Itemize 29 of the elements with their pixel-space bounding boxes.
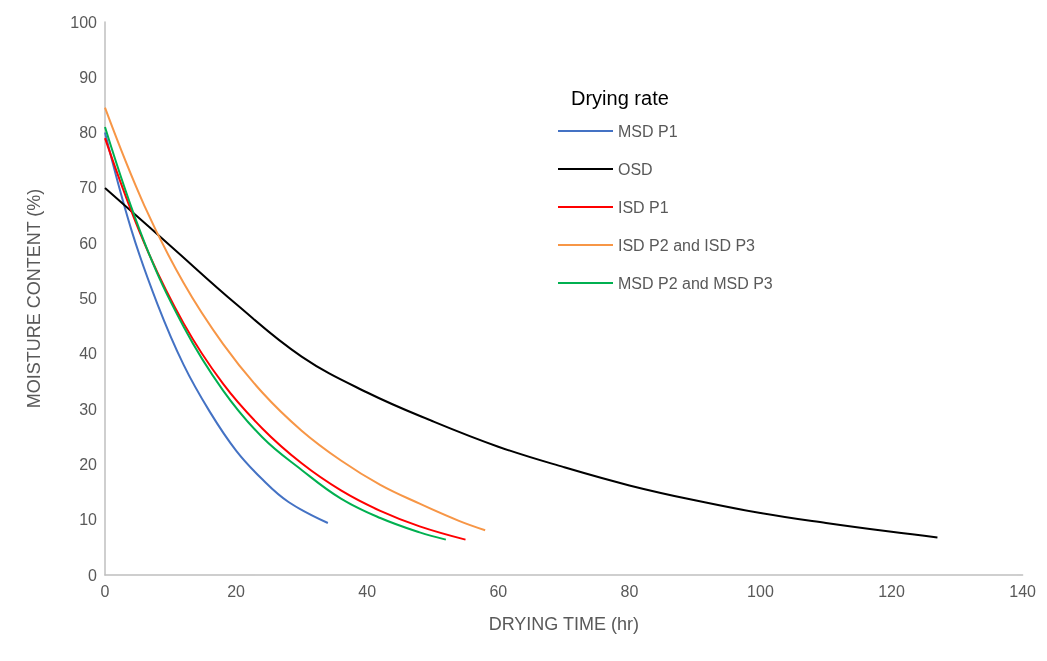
x-tick-label: 100 [747, 582, 774, 600]
x-tick-label: 140 [1009, 582, 1037, 600]
y-tick-label: 0 [88, 566, 98, 584]
legend-label: ISD P2 and ISD P3 [618, 236, 756, 254]
x-tick-label: 60 [489, 582, 508, 600]
y-axis-title: MOISTURE CONTENT (%) [24, 188, 44, 409]
x-tick-label: 20 [227, 582, 246, 600]
y-tick-label: 40 [79, 345, 98, 363]
legend-label: MSD P1 [618, 122, 678, 140]
y-tick-label: 50 [79, 290, 98, 307]
y-tick-label: 60 [79, 234, 98, 252]
y-tick-label: 100 [70, 13, 98, 31]
legend-label: OSD [618, 160, 653, 178]
x-tick-label: 120 [878, 582, 905, 600]
line-series [104, 131, 329, 525]
x-tick-label: 40 [358, 582, 377, 600]
legend-label: ISD P1 [618, 198, 669, 216]
x-tick-label: 80 [620, 582, 639, 600]
legend-label: MSD P2 and MSD P3 [618, 274, 773, 292]
y-tick-label: 70 [79, 179, 98, 197]
line-series [104, 186, 939, 539]
y-tick-label: 20 [79, 455, 98, 473]
x-axis-title: DRYING TIME (hr) [488, 614, 640, 634]
x-tick-label: 0 [100, 582, 110, 600]
y-tick-label: 90 [79, 68, 98, 86]
y-tick-label: 80 [79, 124, 98, 142]
legend-title: Drying rate [571, 87, 669, 109]
y-tick-label: 30 [79, 400, 98, 418]
y-tick-label: 10 [79, 511, 98, 529]
